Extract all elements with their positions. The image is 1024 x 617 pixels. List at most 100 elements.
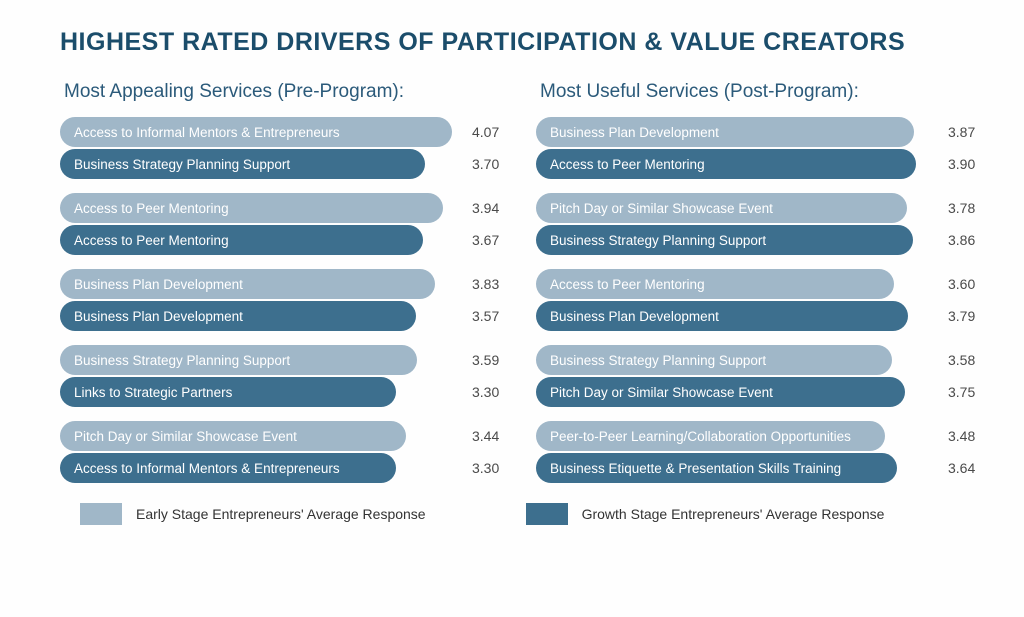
bar-track: Business Plan Development bbox=[60, 269, 462, 299]
bar-label: Business Plan Development bbox=[550, 125, 719, 140]
bar-track: Business Plan Development bbox=[536, 301, 938, 331]
bar-track: Access to Peer Mentoring bbox=[60, 193, 462, 223]
bar-label: Business Strategy Planning Support bbox=[74, 353, 290, 368]
bar-row: Peer-to-Peer Learning/Collaboration Oppo… bbox=[536, 421, 984, 451]
bar-track: Access to Peer Mentoring bbox=[536, 269, 938, 299]
bar-row: Access to Peer Mentoring 3.94 bbox=[60, 193, 508, 223]
bar-value: 3.79 bbox=[938, 308, 984, 324]
bar-row: Business Strategy Planning Support 3.70 bbox=[60, 149, 508, 179]
bar-label: Business Plan Development bbox=[550, 309, 719, 324]
right-column: Most Useful Services (Post-Program): Bus… bbox=[536, 81, 984, 497]
bar-value: 3.83 bbox=[462, 276, 508, 292]
bar-label: Business Plan Development bbox=[74, 309, 243, 324]
left-groups: Access to Informal Mentors & Entrepreneu… bbox=[60, 117, 508, 483]
main-title: HIGHEST RATED DRIVERS OF PARTICIPATION &… bbox=[60, 28, 984, 57]
growth-bar: Pitch Day or Similar Showcase Event bbox=[536, 377, 905, 407]
bar-track: Pitch Day or Similar Showcase Event bbox=[60, 421, 462, 451]
bar-group: Access to Peer Mentoring3.94Access to Pe… bbox=[60, 193, 508, 255]
bar-row: Access to Informal Mentors & Entrepreneu… bbox=[60, 453, 508, 483]
bar-row: Links to Strategic Partners3.30 bbox=[60, 377, 508, 407]
bar-label: Access to Informal Mentors & Entrepreneu… bbox=[74, 125, 340, 140]
bar-track: Pitch Day or Similar Showcase Event bbox=[536, 193, 938, 223]
bar-label: Peer-to-Peer Learning/Collaboration Oppo… bbox=[550, 429, 851, 444]
left-subtitle: Most Appealing Services (Pre-Program): bbox=[60, 81, 508, 103]
early-bar: Access to Informal Mentors & Entrepreneu… bbox=[60, 117, 452, 147]
bar-value: 3.87 bbox=[938, 124, 984, 140]
bar-row: Business Plan Development 3.57 bbox=[60, 301, 508, 331]
early-bar: Business Plan Development bbox=[60, 269, 435, 299]
growth-bar: Business Strategy Planning Support bbox=[60, 149, 425, 179]
bar-group: Access to Peer Mentoring 3.60 Business Pla… bbox=[536, 269, 984, 331]
bar-value: 4.07 bbox=[462, 124, 508, 140]
legend-growth-label: Growth Stage Entrepreneurs' Average Resp… bbox=[582, 506, 885, 522]
bar-row: Access to Peer Mentoring3.67 bbox=[60, 225, 508, 255]
bar-label: Business Etiquette & Presentation Skills… bbox=[550, 461, 841, 476]
legend-growth-swatch bbox=[526, 503, 568, 525]
bar-track: Business Plan Development bbox=[60, 301, 462, 331]
legend-early: Early Stage Entrepreneurs' Average Respo… bbox=[80, 503, 426, 525]
bar-group: Peer-to-Peer Learning/Collaboration Oppo… bbox=[536, 421, 984, 483]
bar-group: Business Plan Development 3.83 Business Pl… bbox=[60, 269, 508, 331]
bar-label: Pitch Day or Similar Showcase Event bbox=[550, 201, 773, 216]
bar-track: Business Strategy Planning Support bbox=[536, 225, 938, 255]
bar-label: Pitch Day or Similar Showcase Event bbox=[74, 429, 297, 444]
growth-bar: Links to Strategic Partners bbox=[60, 377, 396, 407]
bar-value: 3.70 bbox=[462, 156, 508, 172]
bar-label: Access to Peer Mentoring bbox=[74, 201, 229, 216]
bar-group: Pitch Day or Similar Showcase Event3.44 A… bbox=[60, 421, 508, 483]
bar-label: Access to Peer Mentoring bbox=[550, 277, 705, 292]
bar-row: Pitch Day or Similar Showcase Event3.78 bbox=[536, 193, 984, 223]
bar-label: Links to Strategic Partners bbox=[74, 385, 232, 400]
bar-track: Business Strategy Planning Support bbox=[60, 149, 462, 179]
bar-track: Links to Strategic Partners bbox=[60, 377, 462, 407]
bar-label: Pitch Day or Similar Showcase Event bbox=[550, 385, 773, 400]
early-bar: Access to Peer Mentoring bbox=[536, 269, 894, 299]
bar-group: Business Strategy Planning Support 3.59 Li… bbox=[60, 345, 508, 407]
growth-bar: Access to Peer Mentoring bbox=[60, 225, 423, 255]
bar-value: 3.30 bbox=[462, 460, 508, 476]
growth-bar: Business Plan Development bbox=[60, 301, 416, 331]
growth-bar: Business Etiquette & Presentation Skills… bbox=[536, 453, 897, 483]
bar-track: Access to Informal Mentors & Entrepreneu… bbox=[60, 453, 462, 483]
legend-growth: Growth Stage Entrepreneurs' Average Resp… bbox=[526, 503, 885, 525]
bar-value: 3.57 bbox=[462, 308, 508, 324]
bar-value: 3.60 bbox=[938, 276, 984, 292]
bar-track: Business Plan Development bbox=[536, 117, 938, 147]
left-column: Most Appealing Services (Pre-Program): A… bbox=[60, 81, 508, 497]
legend-early-swatch bbox=[80, 503, 122, 525]
bar-label: Business Strategy Planning Support bbox=[550, 353, 766, 368]
legend: Early Stage Entrepreneurs' Average Respo… bbox=[60, 503, 984, 525]
bar-row: Access to Peer Mentoring 3.60 bbox=[536, 269, 984, 299]
bar-label: Access to Peer Mentoring bbox=[74, 233, 229, 248]
bar-track: Business Etiquette & Presentation Skills… bbox=[536, 453, 938, 483]
bar-value: 3.58 bbox=[938, 352, 984, 368]
bar-row: Access to Peer Mentoring3.90 bbox=[536, 149, 984, 179]
early-bar: Peer-to-Peer Learning/Collaboration Oppo… bbox=[536, 421, 885, 451]
bar-label: Access to Informal Mentors & Entrepreneu… bbox=[74, 461, 340, 476]
bar-label: Business Strategy Planning Support bbox=[74, 157, 290, 172]
right-groups: Business Plan Development 3.87 Access to P… bbox=[536, 117, 984, 483]
bar-row: Business Plan Development 3.87 bbox=[536, 117, 984, 147]
bar-value: 3.59 bbox=[462, 352, 508, 368]
bar-row: Business Etiquette & Presentation Skills… bbox=[536, 453, 984, 483]
early-bar: Business Strategy Planning Support bbox=[60, 345, 417, 375]
growth-bar: Business Strategy Planning Support bbox=[536, 225, 913, 255]
bar-track: Business Strategy Planning Support bbox=[536, 345, 938, 375]
bar-group: Access to Informal Mentors & Entrepreneu… bbox=[60, 117, 508, 179]
bar-row: Pitch Day or Similar Showcase Event3.44 bbox=[60, 421, 508, 451]
bar-value: 3.48 bbox=[938, 428, 984, 444]
bar-row: Business Strategy Planning Support 3.59 bbox=[60, 345, 508, 375]
bar-group: Pitch Day or Similar Showcase Event3.78B… bbox=[536, 193, 984, 255]
bar-row: Pitch Day or Similar Showcase Event3.75 bbox=[536, 377, 984, 407]
early-bar: Pitch Day or Similar Showcase Event bbox=[536, 193, 907, 223]
bar-track: Access to Informal Mentors & Entrepreneu… bbox=[60, 117, 462, 147]
bar-track: Access to Peer Mentoring bbox=[60, 225, 462, 255]
growth-bar: Access to Informal Mentors & Entrepreneu… bbox=[60, 453, 396, 483]
bar-row: Business Strategy Planning Support3.86 bbox=[536, 225, 984, 255]
bar-row: Business Plan Development 3.79 bbox=[536, 301, 984, 331]
growth-bar: Business Plan Development bbox=[536, 301, 908, 331]
legend-early-label: Early Stage Entrepreneurs' Average Respo… bbox=[136, 506, 426, 522]
right-subtitle: Most Useful Services (Post-Program): bbox=[536, 81, 984, 103]
bar-group: Business Plan Development 3.87 Access to P… bbox=[536, 117, 984, 179]
bar-value: 3.94 bbox=[462, 200, 508, 216]
